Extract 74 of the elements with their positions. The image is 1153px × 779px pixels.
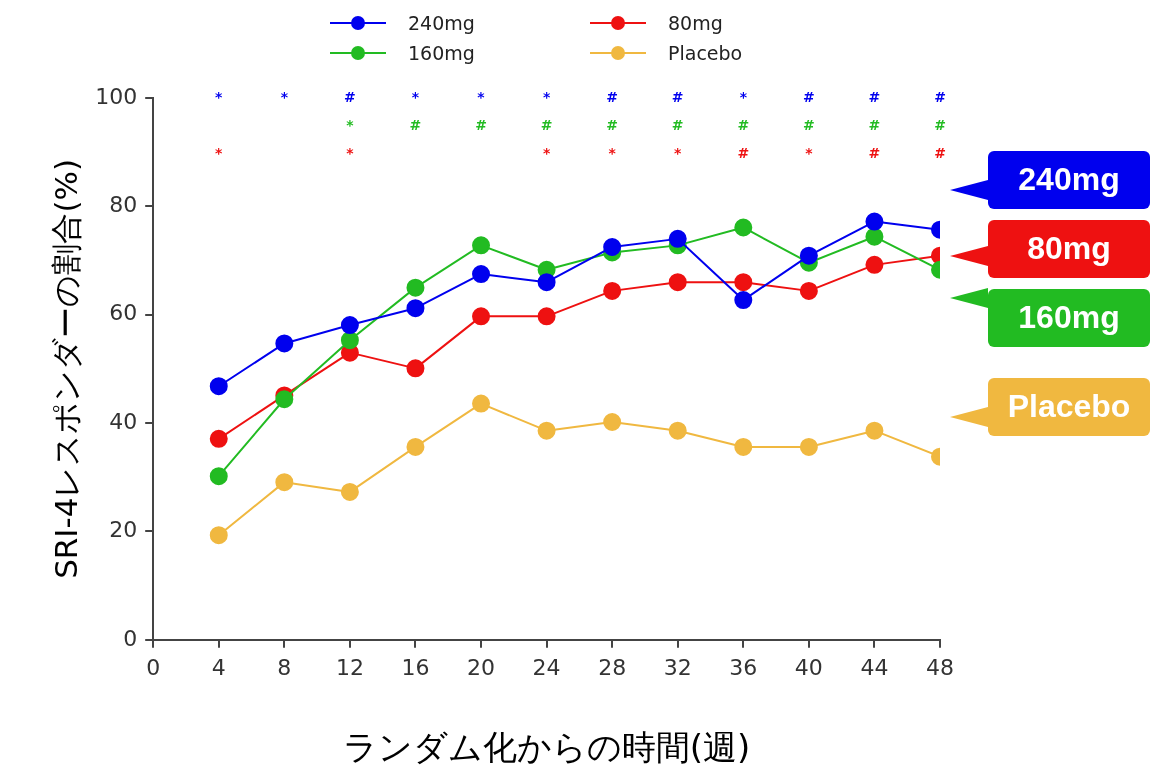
- point: [799, 437, 818, 456]
- point: [537, 307, 556, 326]
- legend-label: 240mg: [988, 150, 1150, 209]
- y-tick-label: 80: [109, 192, 138, 218]
- annotation: *: [280, 88, 289, 105]
- point: [799, 246, 818, 265]
- annotation: *: [215, 88, 224, 105]
- point: [275, 334, 294, 353]
- text: *: [215, 144, 223, 161]
- y-tick-label: 60: [109, 300, 138, 326]
- x-tick-label: 28: [598, 654, 627, 680]
- x-tick-label: 32: [663, 654, 692, 680]
- point: [472, 394, 491, 413]
- point: [865, 212, 884, 231]
- x-tick-label: 44: [860, 654, 889, 680]
- y-tick-label: 100: [95, 83, 138, 109]
- point: [340, 482, 359, 501]
- x-tick-label: 40: [794, 654, 823, 680]
- point: [734, 218, 753, 237]
- point: [668, 273, 687, 292]
- point: [472, 236, 491, 255]
- legend-label: 80mg: [988, 219, 1150, 278]
- text: 240mg: [408, 12, 475, 34]
- point: [406, 299, 425, 318]
- text: * * * # * # #: [542, 144, 946, 161]
- x-tick-label: 36: [729, 654, 758, 680]
- text: 80mg: [668, 12, 723, 34]
- point: [340, 316, 359, 335]
- point: [406, 359, 425, 378]
- point: [668, 229, 687, 248]
- x-tick-label: 12: [335, 654, 364, 680]
- point: [209, 526, 228, 545]
- point: [209, 429, 228, 448]
- point: [603, 238, 622, 256]
- point: [865, 421, 884, 440]
- point: [275, 473, 294, 492]
- x-tick-label: 4: [211, 654, 226, 680]
- point: [472, 307, 491, 326]
- legend-label: 160mg: [988, 288, 1150, 347]
- point: [865, 227, 884, 246]
- y-tick-label: 20: [109, 517, 138, 543]
- legend-label: Placebo: [988, 377, 1150, 436]
- point: [406, 437, 425, 456]
- x-tick-label: 16: [401, 654, 430, 680]
- text: # * * * # # * # # #: [344, 88, 946, 105]
- x-tick-label: 48: [926, 654, 954, 680]
- x-tick-label: 20: [467, 654, 496, 680]
- point: [340, 331, 359, 350]
- point: [734, 437, 753, 456]
- y-tick-label: 40: [109, 408, 138, 434]
- point: [603, 281, 622, 300]
- y-axis-title: SRI-4レスポンダーの割合(%): [47, 158, 84, 579]
- x-tick-label: 8: [277, 654, 292, 680]
- point: [865, 255, 884, 274]
- y-tick-label: 0: [123, 625, 138, 651]
- point: [734, 291, 753, 310]
- text: * # # # # # # # # #: [346, 116, 946, 133]
- x-tick-label: 24: [532, 654, 561, 680]
- point: [603, 413, 622, 431]
- point: [537, 273, 556, 292]
- point: [209, 377, 228, 396]
- x-axis-title: ランダム化からの時間(週): [342, 727, 751, 768]
- point: [472, 265, 491, 284]
- x-tick-label: 0: [146, 654, 161, 680]
- text: 160mg: [408, 42, 475, 64]
- point: [668, 421, 687, 440]
- point: [406, 278, 425, 297]
- point: [275, 390, 294, 409]
- text: *: [346, 144, 354, 161]
- point: [209, 467, 228, 486]
- text: Placebo: [668, 42, 743, 64]
- point: [799, 281, 818, 300]
- point: [537, 421, 556, 440]
- point: [734, 273, 753, 292]
